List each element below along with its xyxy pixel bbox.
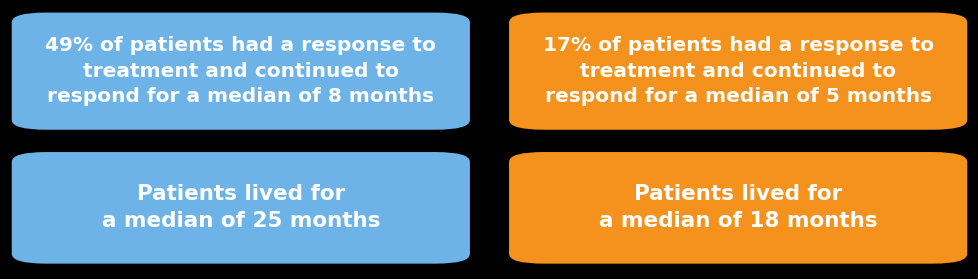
FancyBboxPatch shape [12, 152, 469, 264]
Text: 17% of patients had a response to
treatment and continued to
respond for a media: 17% of patients had a response to treatm… [542, 36, 933, 106]
Text: 49% of patients had a response to
treatment and continued to
respond for a media: 49% of patients had a response to treatm… [45, 36, 436, 106]
FancyBboxPatch shape [509, 13, 966, 130]
FancyBboxPatch shape [12, 13, 469, 130]
Text: Patients lived for
a median of 25 months: Patients lived for a median of 25 months [102, 184, 379, 232]
FancyBboxPatch shape [509, 152, 966, 264]
Text: Patients lived for
a median of 18 months: Patients lived for a median of 18 months [599, 184, 876, 232]
